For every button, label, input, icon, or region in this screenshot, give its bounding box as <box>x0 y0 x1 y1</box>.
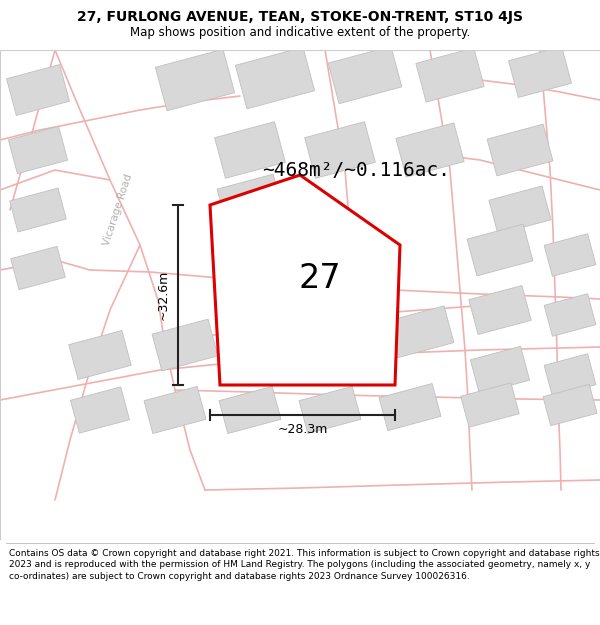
Polygon shape <box>470 346 530 394</box>
Polygon shape <box>8 126 68 174</box>
Text: ~28.3m: ~28.3m <box>277 423 328 436</box>
Polygon shape <box>328 46 402 104</box>
Text: 27, FURLONG AVENUE, TEAN, STOKE-ON-TRENT, ST10 4JS: 27, FURLONG AVENUE, TEAN, STOKE-ON-TRENT… <box>77 10 523 24</box>
Polygon shape <box>70 387 130 433</box>
Polygon shape <box>379 384 441 431</box>
Polygon shape <box>489 186 551 234</box>
Polygon shape <box>155 49 235 111</box>
Polygon shape <box>235 48 314 109</box>
Polygon shape <box>10 188 66 232</box>
Polygon shape <box>152 319 218 371</box>
Polygon shape <box>299 386 361 434</box>
Text: Contains OS data © Crown copyright and database right 2021. This information is : Contains OS data © Crown copyright and d… <box>9 549 599 581</box>
Polygon shape <box>210 175 400 385</box>
Text: Furlong Avenue: Furlong Avenue <box>310 234 391 256</box>
Polygon shape <box>467 224 533 276</box>
Polygon shape <box>305 308 375 362</box>
Polygon shape <box>469 286 531 334</box>
Polygon shape <box>543 384 597 426</box>
Polygon shape <box>7 64 70 116</box>
Text: Map shows position and indicative extent of the property.: Map shows position and indicative extent… <box>130 26 470 39</box>
Polygon shape <box>11 246 65 289</box>
Polygon shape <box>215 122 286 178</box>
Polygon shape <box>219 386 281 434</box>
Polygon shape <box>217 174 283 226</box>
Polygon shape <box>396 123 464 177</box>
Polygon shape <box>461 383 519 427</box>
Polygon shape <box>544 234 596 276</box>
Polygon shape <box>305 122 376 178</box>
Text: Vicarage Road: Vicarage Road <box>101 173 134 248</box>
Polygon shape <box>416 48 484 102</box>
Polygon shape <box>144 386 206 434</box>
Polygon shape <box>509 46 571 98</box>
Polygon shape <box>487 124 553 176</box>
Text: ~468m²/~0.116ac.: ~468m²/~0.116ac. <box>262 161 450 179</box>
Polygon shape <box>69 331 131 379</box>
Polygon shape <box>544 294 596 336</box>
Polygon shape <box>386 306 454 358</box>
Polygon shape <box>226 314 294 366</box>
Text: 27: 27 <box>299 262 341 296</box>
Polygon shape <box>544 354 596 396</box>
Text: ~32.6m: ~32.6m <box>157 270 170 320</box>
